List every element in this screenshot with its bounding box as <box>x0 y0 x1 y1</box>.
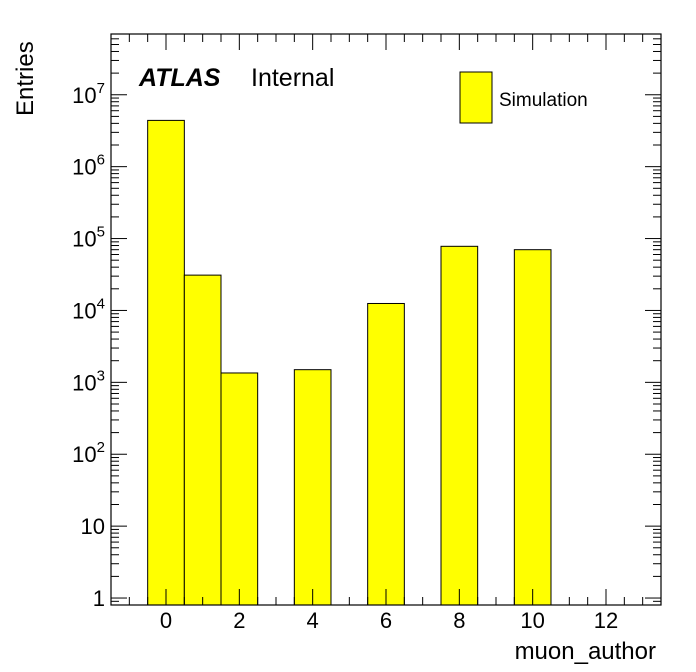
y-tick-label: 105 <box>72 224 105 252</box>
x-tick-label: 12 <box>594 608 618 633</box>
axis-ticks <box>110 33 662 606</box>
y-tick-label: 1 <box>93 586 105 611</box>
y-tick-label: 103 <box>72 367 105 395</box>
y-tick-label: 10 <box>81 514 105 539</box>
histogram-bar <box>293 369 332 606</box>
x-tick-label: 0 <box>160 608 172 633</box>
legend: Simulation <box>459 71 588 124</box>
y-tick-label: 102 <box>72 439 105 467</box>
y-tick-label: 106 <box>72 152 105 180</box>
x-tick-label: 6 <box>380 608 392 633</box>
y-axis-title: Entries <box>12 41 39 116</box>
histogram-bar <box>440 245 479 606</box>
histogram-bar <box>367 302 405 606</box>
x-tick-label: 8 <box>453 608 465 633</box>
plot-frame <box>110 33 662 606</box>
x-tick-label: 10 <box>520 608 544 633</box>
x-axis-title: muon_author <box>515 638 656 665</box>
x-tick-label: 4 <box>307 608 319 633</box>
atlas-label: ATLAS <box>138 64 221 92</box>
histogram-bar <box>183 274 222 606</box>
histogram-bar <box>147 119 185 606</box>
y-tick-label: 107 <box>72 80 105 108</box>
legend-swatch <box>459 71 493 124</box>
x-tick-labels: 0 2 4 6 8 10 12 <box>160 608 618 633</box>
histogram-bar <box>220 372 259 606</box>
y-tick-labels: 1 10 102 103 104 105 106 107 <box>72 80 105 611</box>
histogram-bars <box>147 119 552 606</box>
y-tick-label: 104 <box>72 295 105 323</box>
internal-label: Internal <box>251 64 334 92</box>
legend-label: Simulation <box>499 90 588 111</box>
histogram-bar <box>513 249 552 606</box>
x-tick-label: 2 <box>233 608 245 633</box>
